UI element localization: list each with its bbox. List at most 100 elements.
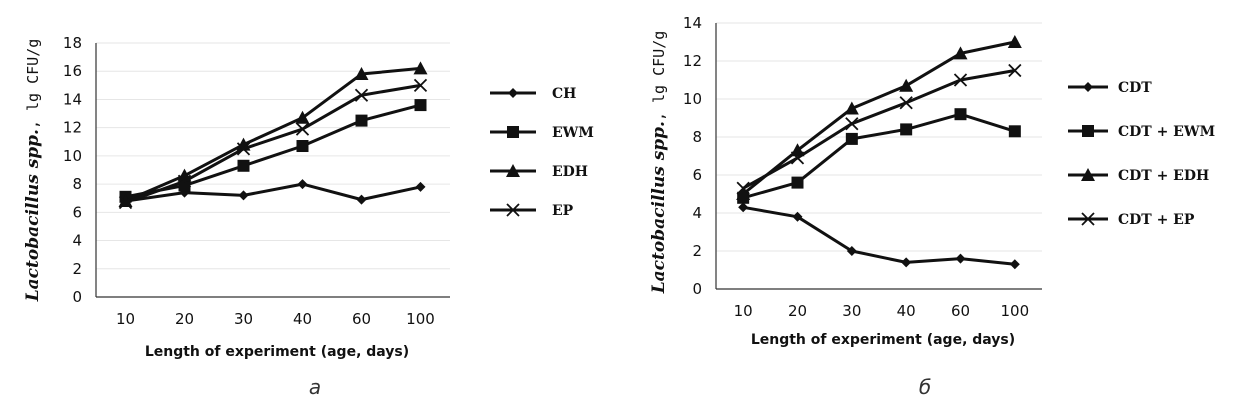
x-axis-title: Length of experiment (age, days): [751, 332, 1015, 348]
y-tick-label: 16: [63, 62, 82, 80]
x-tick-label: 30: [842, 302, 861, 320]
legend-marker: [507, 126, 519, 138]
legend-marker: [506, 203, 520, 217]
y-axis-title: Lactobacillus spp., lg CFU/g: [23, 39, 43, 303]
x-tick-label: 60: [951, 302, 970, 320]
data-point: [1008, 63, 1022, 78]
y-tick-label: 10: [63, 147, 82, 165]
y-axis-title-species: Lactobacillus spp.: [23, 129, 43, 302]
y-axis-title-unit: , lg CFU/g: [650, 31, 668, 121]
legend-marker: [508, 88, 518, 98]
legend-label: CDT + EDH: [1118, 168, 1209, 184]
y-tick-label: 4: [72, 232, 82, 250]
x-tick-label: 40: [293, 310, 312, 328]
y-axis-title-species: Lactobacillus spp.: [649, 121, 669, 294]
data-point: [792, 211, 803, 222]
y-tick-label: 0: [692, 280, 702, 298]
series-cdt-edh: [736, 35, 1022, 200]
data-point: [356, 194, 367, 205]
legend-label: EWM: [552, 125, 594, 141]
data-point: [736, 187, 751, 200]
series-cdt-ewm: [737, 108, 1021, 204]
legend-marker: [506, 164, 520, 177]
x-tick-label: 40: [897, 302, 916, 320]
legend-marker: [1083, 82, 1093, 92]
y-axis-title-unit: , lg CFU/g: [24, 39, 42, 129]
data-point: [900, 123, 913, 136]
y-axis-title: Lactobacillus spp., lg CFU/g: [649, 31, 669, 295]
series-line: [742, 40, 1016, 196]
data-point: [297, 179, 308, 190]
data-point: [791, 176, 804, 189]
data-point: [955, 253, 966, 264]
series-line: [742, 112, 1016, 200]
data-point: [414, 99, 427, 112]
x-tick-label: 100: [1001, 302, 1030, 320]
y-tick-label: 6: [72, 203, 82, 221]
legend-label: EDH: [552, 164, 588, 180]
panel-label: а: [309, 375, 321, 399]
y-tick-label: 0: [72, 288, 82, 306]
series-line: [125, 103, 421, 199]
legend-label: CDT: [1118, 80, 1152, 96]
x-tick-label: 10: [116, 310, 135, 328]
data-point: [899, 96, 913, 110]
data-point: [118, 195, 133, 210]
data-point: [415, 181, 426, 192]
series-edh: [118, 61, 428, 208]
data-point: [845, 132, 858, 145]
x-tick-label: 20: [788, 302, 807, 320]
data-point: [899, 78, 914, 92]
data-point: [354, 88, 369, 102]
series-line: [742, 69, 1016, 190]
y-tick-label: 8: [692, 128, 702, 146]
data-point: [1008, 125, 1021, 138]
x-tick-label: 20: [175, 310, 194, 328]
x-tick-label: 60: [352, 310, 371, 328]
data-point: [413, 78, 428, 92]
x-axis-title: Length of experiment (age, days): [145, 344, 409, 360]
y-tick-label: 12: [63, 119, 82, 137]
data-point: [118, 194, 133, 208]
panel-label: б: [919, 375, 931, 399]
data-point: [790, 143, 805, 157]
x-tick-label: 30: [234, 310, 253, 328]
legend-marker: [1081, 168, 1095, 181]
y-tick-label: 18: [63, 34, 82, 52]
chart-panel-2: 0 2 4 6 8 10 12 14 10 20 30 40 60 100 Length of experi…: [649, 14, 1215, 399]
data-point: [1009, 259, 1020, 270]
data-point: [954, 108, 967, 121]
y-tick-label: 12: [683, 52, 702, 70]
legend-marker: [1082, 125, 1094, 137]
y-tick-label: 2: [692, 242, 702, 260]
data-point: [736, 181, 750, 195]
y-tick-label: 6: [692, 166, 702, 184]
data-point: [953, 46, 968, 60]
series-ep: [118, 78, 428, 210]
data-point: [846, 246, 857, 256]
data-point: [790, 151, 805, 165]
data-point: [413, 61, 428, 75]
series-line: [124, 66, 421, 203]
data-point: [296, 140, 309, 153]
data-point: [738, 202, 749, 213]
data-point: [844, 101, 859, 115]
data-point: [177, 174, 192, 188]
series-line: [742, 205, 1015, 266]
y-tick-label: 10: [683, 90, 702, 108]
legend-label: EP: [552, 203, 574, 219]
series-cdt-ep: [736, 63, 1022, 195]
x-tick-label: 10: [734, 302, 753, 320]
data-point: [1007, 35, 1022, 48]
data-point: [238, 190, 249, 201]
data-point: [845, 117, 859, 131]
legend-label: CDT + EP: [1118, 212, 1195, 228]
y-tick-label: 14: [683, 14, 702, 32]
data-point: [237, 159, 250, 172]
data-point: [295, 122, 310, 136]
data-point: [236, 142, 251, 156]
y-tick-label: 14: [63, 90, 82, 108]
data-point: [901, 257, 912, 268]
y-tick-label: 2: [72, 260, 82, 278]
